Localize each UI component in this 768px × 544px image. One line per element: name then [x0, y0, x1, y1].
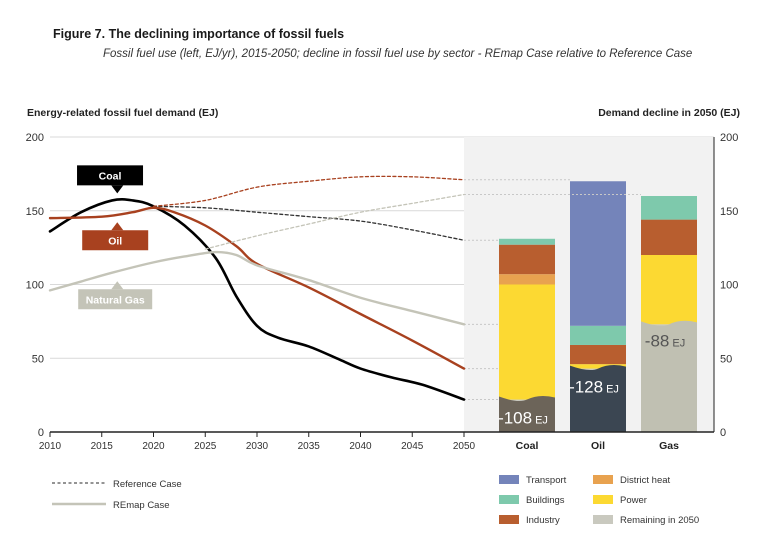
callout-pointer — [111, 185, 124, 194]
category-label: Coal — [516, 440, 539, 452]
legend-sector-swatch — [499, 515, 519, 524]
category-label: Gas — [659, 440, 679, 452]
callout-label: Oil — [108, 235, 122, 247]
y-tick-label-right: 100 — [720, 280, 738, 292]
x-tick-label: 2040 — [349, 441, 372, 452]
legend-sector-swatch — [593, 495, 613, 504]
bar-segment: Industry — [641, 219, 697, 255]
remap-coal-line — [48, 198, 466, 401]
bar-segment: Power — [570, 364, 626, 369]
y-tick-label-right: 200 — [720, 132, 738, 144]
reference-coal-line — [152, 205, 465, 241]
bar-segment: Industry — [570, 344, 626, 365]
legend-sector-label: Industry — [526, 515, 560, 526]
left-chart-title: Energy-related fossil fuel demand (EJ) — [27, 107, 218, 119]
decline-unit: EJ — [672, 337, 685, 349]
figure-subtitle: Fossil fuel use (left, EJ/yr), 2015-2050… — [103, 48, 693, 60]
legend-sector-label: Remaining in 2050 — [620, 515, 699, 526]
category-label: Oil — [591, 440, 605, 452]
x-tick-label: 2035 — [298, 441, 321, 452]
legend-sector-label: District heat — [620, 475, 671, 486]
callout-box — [82, 230, 149, 251]
remaining-overlay — [641, 320, 697, 432]
decline-unit: EJ — [535, 415, 548, 427]
figure-title: Figure 7. The declining importance of fo… — [53, 27, 345, 41]
callout-box — [78, 289, 153, 310]
x-tick-label: 2015 — [91, 441, 114, 452]
decline-unit: EJ — [606, 384, 619, 396]
remap-oil-line — [48, 206, 466, 370]
axes: 0 0 50 50 100 100 150 150 200 200 2010 2015 2020 2025… — [26, 132, 739, 452]
legend: Reference Case REmap Case Transport Buildin… — [52, 475, 699, 526]
bar-segment: Power — [499, 284, 555, 400]
right-chart-title: Demand decline in 2050 (EJ) — [598, 107, 740, 119]
callout-box — [77, 165, 144, 186]
legend-sector-label: Transport — [526, 475, 567, 486]
x-tick-label: 2030 — [246, 441, 269, 452]
reference-oil-line — [152, 175, 465, 207]
legend-sector-swatch — [593, 515, 613, 524]
x-tick-label: 2010 — [39, 441, 62, 452]
y-tick-label-right: 50 — [720, 353, 732, 365]
legend-sector-swatch — [593, 475, 613, 484]
bar-segment: Buildings — [570, 325, 626, 345]
legend-sector-swatch — [499, 475, 519, 484]
x-tick-label: 2045 — [401, 441, 424, 452]
bar-segment: Buildings — [641, 196, 697, 220]
bar-segment: Transport — [570, 181, 626, 326]
remaining-overlay — [499, 395, 555, 432]
x-tick-label: 2020 — [142, 441, 165, 452]
legend-remap-label: REmap Case — [113, 500, 170, 511]
callout-label: Coal — [99, 170, 122, 182]
legend-sector-label: Buildings — [526, 495, 565, 506]
bar-segment: Power — [641, 255, 697, 325]
x-tick-label: 2025 — [194, 441, 217, 452]
callout-pointer — [111, 281, 124, 290]
line-chart: Coal Oil Natural Gas — [48, 165, 641, 401]
bar-chart: Remaining in 2050PowerDistrict heatIndus… — [498, 181, 697, 432]
bar-segment: Industry — [499, 244, 555, 275]
callout-pointer — [111, 222, 124, 231]
legend-sector-swatch — [499, 495, 519, 504]
remaining-overlay — [570, 364, 626, 432]
y-tick-label-left: 100 — [26, 280, 44, 292]
y-tick-label-right: 0 — [720, 427, 726, 439]
reference-natural-gas-line — [204, 193, 465, 250]
y-tick-label-right: 150 — [720, 206, 738, 218]
legend-reference-label: Reference Case — [113, 479, 182, 490]
y-tick-label-left: 150 — [26, 206, 44, 218]
y-tick-label-left: 50 — [32, 353, 44, 365]
y-tick-label-left: 200 — [26, 132, 44, 144]
x-tick-label: 2050 — [453, 441, 476, 452]
legend-sector-label: Power — [620, 495, 647, 506]
bar-segment: Buildings — [499, 238, 555, 245]
bar-segment: District heat — [499, 274, 555, 285]
remap-natural-gas-line — [48, 250, 466, 326]
callout-label: Natural Gas — [86, 294, 145, 306]
y-tick-label-left: 0 — [38, 427, 44, 439]
